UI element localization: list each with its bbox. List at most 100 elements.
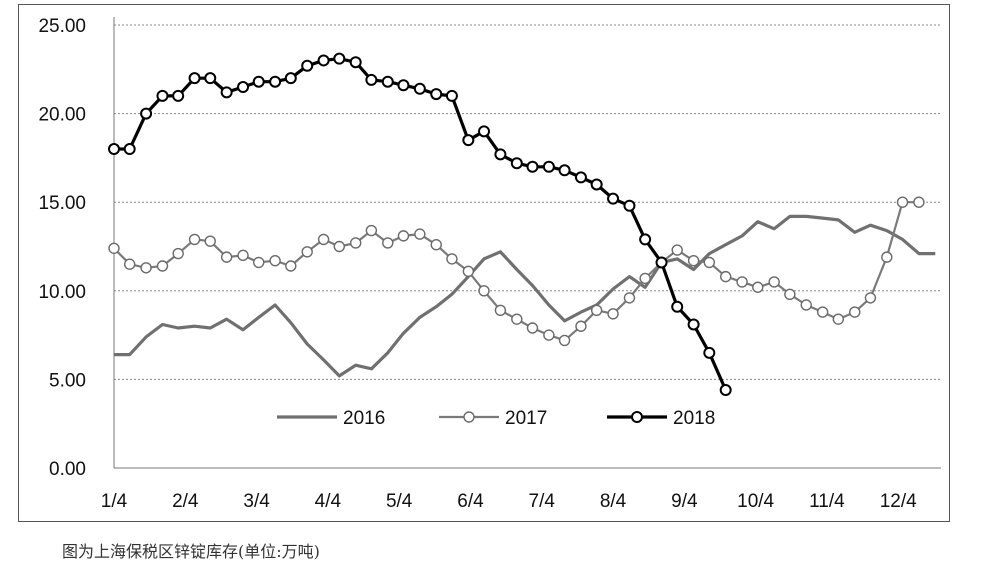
data-point-2017: [430, 239, 442, 251]
data-point-2018: [220, 86, 233, 99]
data-point-2018: [269, 75, 282, 88]
data-point-2017: [896, 196, 909, 208]
data-point-2017: [140, 262, 152, 274]
data-point-2018: [413, 82, 426, 95]
y-tick-label: 0.00: [49, 459, 86, 480]
data-point-2017: [719, 270, 732, 283]
data-point-2018: [156, 89, 169, 102]
y-tick-label: 20.00: [38, 105, 86, 126]
data-point-2017: [365, 224, 378, 237]
data-point-2018: [381, 75, 394, 88]
legend-label-2018: 2018: [673, 408, 715, 429]
data-point-2017: [349, 237, 362, 249]
data-point-2017: [623, 292, 636, 304]
data-point-2018: [703, 346, 716, 359]
data-point-2017: [333, 240, 345, 253]
data-point-2018: [317, 54, 330, 67]
data-point-2017: [768, 276, 780, 288]
data-point-2017: [543, 329, 555, 341]
x-tick-label: 5/4: [386, 491, 413, 512]
data-point-2018: [687, 318, 700, 331]
chart-caption: 图为上海保税区锌锭库存(单位:万吨): [62, 542, 320, 561]
x-tick-label: 12/4: [880, 491, 917, 512]
x-tick-label: 2/4: [172, 491, 199, 512]
data-point-2018: [671, 300, 684, 313]
data-point-2018: [607, 192, 620, 205]
data-point-2018: [172, 89, 185, 102]
data-point-2018: [542, 160, 555, 173]
x-tick-label: 8/4: [600, 491, 627, 512]
x-tick-label: 3/4: [243, 491, 270, 512]
y-tick-label: 15.00: [38, 193, 86, 214]
data-point-2017: [382, 237, 394, 249]
data-point-2017: [671, 244, 683, 256]
data-point-2018: [639, 233, 652, 246]
data-point-2017: [204, 235, 216, 247]
data-point-2018: [252, 75, 265, 88]
data-point-2017: [784, 288, 796, 301]
data-point-2017: [913, 196, 925, 208]
data-point-2017: [462, 265, 475, 278]
data-point-2018: [623, 199, 636, 212]
data-point-2018: [494, 148, 507, 161]
data-point-2017: [575, 320, 587, 332]
data-point-2018: [462, 134, 475, 147]
x-tick-label: 7/4: [529, 491, 556, 512]
data-point-2017: [285, 260, 297, 272]
data-point-2017: [446, 253, 458, 265]
data-point-2017: [301, 246, 313, 258]
data-point-2017: [269, 254, 281, 267]
data-point-2018: [397, 79, 410, 92]
data-point-2017: [816, 306, 829, 318]
data-point-2017: [849, 306, 861, 318]
data-point-2017: [317, 233, 330, 246]
chart-frame: 0.00 5.00 10.00 15.00 20.00 25.00 1/4 2/4 3/4 4/4…: [18, 4, 950, 522]
data-point-2017: [397, 230, 410, 242]
data-point-2017: [414, 228, 426, 240]
data-point-2017: [172, 247, 184, 260]
data-point-2018: [365, 73, 378, 86]
data-point-2018: [655, 256, 668, 269]
data-point-2018: [284, 72, 297, 85]
data-point-2018: [574, 171, 587, 184]
data-point-2017: [864, 292, 877, 304]
data-point-2017: [123, 258, 136, 270]
data-point-2017: [220, 251, 233, 263]
data-point-2018: [204, 72, 217, 85]
data-point-2018: [188, 72, 201, 85]
legend-marker-2018: [631, 411, 643, 423]
data-point-2017: [188, 233, 201, 246]
data-point-2017: [494, 304, 507, 316]
data-point-2017: [639, 272, 651, 285]
data-point-2018: [558, 164, 571, 177]
x-tick-label: 6/4: [457, 491, 484, 512]
y-tick-label: 25.00: [38, 16, 86, 37]
data-point-2017: [832, 313, 845, 325]
series-line-2016: [114, 214, 936, 378]
x-tick-label: 1/4: [101, 491, 128, 512]
data-point-2017: [752, 281, 764, 293]
data-point-2017: [478, 285, 490, 297]
data-point-2017: [607, 308, 619, 320]
x-tick-label: 4/4: [315, 491, 342, 512]
data-point-2017: [526, 322, 539, 334]
data-point-2017: [108, 242, 120, 254]
data-point-2017: [590, 304, 603, 316]
data-point-2017: [558, 334, 571, 347]
data-point-2017: [511, 313, 523, 325]
data-point-2017: [800, 299, 812, 311]
data-point-2018: [719, 384, 732, 397]
data-point-2018: [478, 125, 491, 138]
data-point-2018: [237, 81, 250, 94]
data-point-2018: [510, 157, 523, 170]
data-point-2017: [156, 260, 169, 272]
data-point-2018: [333, 52, 346, 65]
legend-marker-2017: [463, 411, 475, 423]
data-point-2018: [123, 143, 136, 156]
x-tick-label: 11/4: [809, 491, 845, 512]
data-point-2018: [108, 143, 120, 156]
data-point-2017: [253, 256, 265, 269]
legend-label-2016: 2016: [343, 408, 385, 429]
data-point-2017: [237, 249, 249, 262]
data-point-2018: [140, 107, 153, 120]
